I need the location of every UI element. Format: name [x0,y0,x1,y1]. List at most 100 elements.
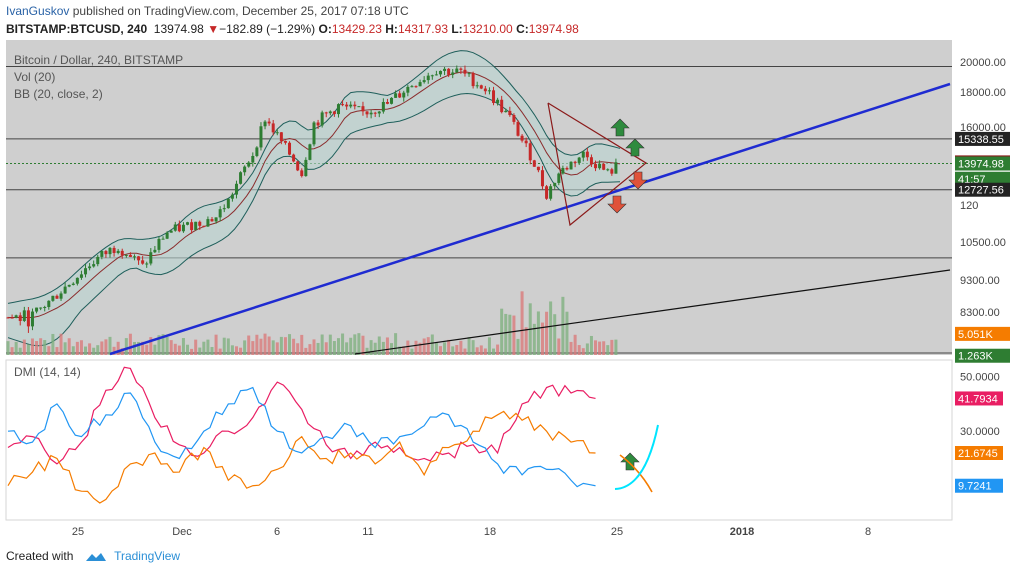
candle-body [161,238,165,240]
mdi-projection [619,454,653,493]
volume-bar [63,342,67,355]
volume-bar [267,336,271,355]
dmi-line-+DI [7,366,596,465]
candle-body [300,170,304,177]
x-tick-label: 25 [611,526,623,538]
volume-bar [35,341,39,355]
bollinger-basis [8,71,621,318]
volume-bar [230,345,234,355]
candle-body [255,147,259,156]
dmi-line-ADX [7,386,596,488]
up-arrow-icon [620,452,640,471]
candle-body [430,75,434,77]
dmi-legend[interactable]: DMI (14, 14) [14,365,81,379]
candle-body [536,166,540,171]
candle-body [96,256,100,265]
candle-body [18,315,22,321]
candle-body [108,247,112,255]
candle-body [336,104,340,115]
volume-bar [202,341,206,355]
volume-bar [328,334,332,355]
volume-bar [545,311,549,355]
volume-bar [385,337,389,355]
x-tick-label: 8 [865,526,871,538]
dmi-pane[interactable] [5,359,953,521]
price-label-text: 15338.55 [958,134,1004,146]
x-tick-label: 6 [274,526,280,538]
candle-body [210,219,214,222]
volume-bar [447,339,451,355]
axis-layer: 8300.009300.0010500.0012014000.0016000.0… [72,57,1010,538]
candle-body [385,101,389,104]
candle-body [394,93,398,98]
candle-body [112,247,116,253]
volume-bar [288,334,292,355]
candle-body [169,230,173,233]
volume-bar [173,343,177,355]
volume-bar [598,341,602,355]
volume-bar [565,311,569,355]
candle-body [153,249,157,253]
candle-body [271,123,275,133]
candle-body [549,186,553,199]
candle-body [120,250,124,256]
volume-bar [451,346,455,355]
volume-bar [71,346,75,355]
candle-body [30,311,34,327]
volume-bar [59,333,63,355]
vol-legend[interactable]: Vol (20) [14,70,56,84]
candle-body [222,208,226,210]
volume-bar [22,339,26,355]
volume-bar [410,348,414,355]
volume-bar [353,334,357,355]
volume-bar [198,347,202,355]
volume-bar [190,348,194,355]
price-layer [6,50,952,471]
volume-bar [549,301,553,355]
volume-bar [577,345,581,355]
black-trendline [354,269,951,355]
volume-bar [30,338,34,355]
candle-body [116,250,120,253]
price-label-text: 12727.56 [958,185,1004,197]
volume-bar [336,338,340,355]
footer: Created with TradingView [6,549,180,563]
dmi-label-text: 21.6745 [958,448,998,460]
candle-body [451,72,455,75]
volume-bar [602,341,606,355]
created-with-text: Created with [6,549,74,563]
candle-body [226,198,230,209]
candle-body [602,163,606,170]
volume-bar [487,337,491,355]
volume-bar [292,338,296,355]
tradingview-link[interactable]: TradingView [114,549,181,563]
candle-body [67,284,71,287]
candle-body [373,112,377,114]
x-tick-label: 18 [484,526,496,538]
volume-bar [496,344,500,355]
price-label-box [955,182,1010,197]
last-price: 13974.98 [153,22,204,36]
volume-bar [100,341,104,355]
candle-body [496,99,500,103]
volume-bar [120,348,124,355]
volume-bar [210,346,214,355]
author-link[interactable]: IvanGuskov [6,4,70,18]
volume-bar [463,348,467,355]
candle-body [316,122,320,126]
candle-body [569,161,573,170]
volume-bar [137,341,141,355]
down-arrow-icon: ▼ [207,22,220,36]
bb-legend[interactable]: BB (20, close, 2) [14,87,103,101]
symbol-legend[interactable]: Bitcoin / Dollar, 240, BITSTAMP [14,53,184,67]
volume-bar [194,339,198,355]
candle-body [524,140,528,144]
candle-body [471,73,475,87]
candle-body [124,254,128,256]
candle-body [190,222,194,231]
candle-body [434,74,438,76]
high-label: H: [385,22,398,36]
volume-bar [320,334,324,355]
volume-bar [402,346,406,355]
